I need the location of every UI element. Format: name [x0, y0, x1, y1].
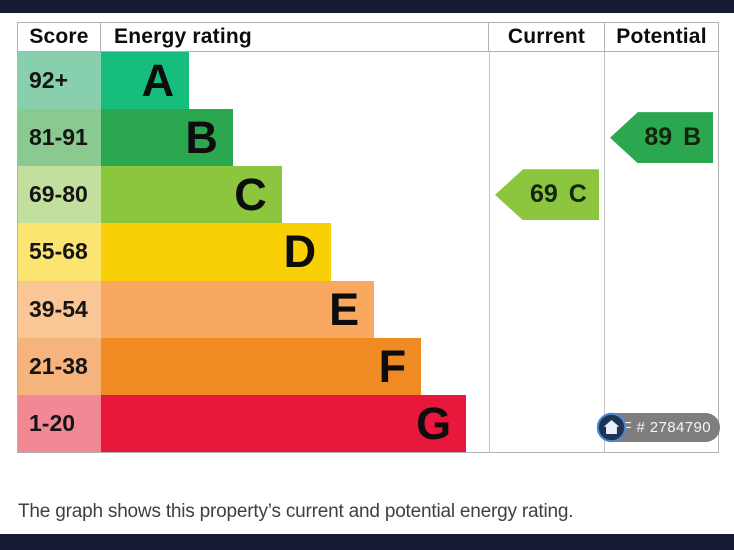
rating-letter: F: [378, 340, 407, 392]
score-cell: 92+: [18, 52, 101, 110]
score-cell: 1-20: [18, 394, 101, 452]
bar-area: E: [101, 280, 489, 338]
rating-bar: B: [101, 109, 233, 167]
potential-column: 89 B: [605, 52, 718, 452]
rating-bar: E: [101, 280, 375, 338]
score-label: 39-54: [29, 295, 88, 322]
bar-area: B: [101, 109, 489, 167]
current-column: 69 C: [489, 52, 605, 452]
rating-letter: E: [329, 283, 360, 335]
score-label: 55-68: [29, 238, 88, 265]
ref-number: REF # 2784790: [600, 419, 711, 436]
bar-area: F: [101, 337, 489, 395]
score-cell: 55-68: [18, 223, 101, 281]
rating-letter: D: [283, 226, 317, 278]
header-current: Current: [489, 23, 605, 51]
potential-rating-letter: B: [683, 123, 702, 152]
chart-caption: The graph shows this property’s current …: [18, 501, 574, 522]
bottom-border-band: [0, 534, 734, 550]
rating-letter: G: [416, 397, 452, 449]
current-rating-letter: C: [568, 180, 587, 209]
table-body: 92+ A 81-91 B 69-80 C 55-68: [18, 52, 718, 452]
rating-letter: A: [141, 55, 175, 107]
rating-row: 81-91 B: [18, 109, 489, 167]
top-border-band: [0, 0, 734, 13]
potential-rating-arrow: 89 B: [610, 112, 713, 164]
current-score-value: 69: [529, 180, 558, 209]
rating-rows: 92+ A 81-91 B 69-80 C 55-68: [18, 52, 489, 452]
rating-bar: A: [101, 52, 190, 110]
rating-bar: C: [101, 166, 282, 224]
rating-row: 21-38 F: [18, 337, 489, 395]
score-label: 1-20: [29, 409, 76, 436]
rating-letter: C: [234, 169, 267, 221]
bar-area: D: [101, 223, 489, 281]
bar-area: G: [101, 394, 489, 452]
rating-bar: F: [101, 337, 422, 395]
score-label: 92+: [29, 67, 69, 94]
score-label: 81-91: [29, 124, 88, 151]
epc-table: Score Energy rating Current Potential 92…: [17, 22, 719, 453]
rating-letter: B: [185, 112, 218, 164]
ref-watermark-badge: REF # 2784790: [596, 412, 720, 443]
bar-area: A: [101, 52, 489, 110]
potential-score-value: 89: [644, 123, 673, 152]
header-potential: Potential: [616, 25, 707, 48]
rating-bar: G: [101, 394, 467, 452]
rating-row: 92+ A: [18, 52, 489, 110]
score-cell: 21-38: [18, 337, 101, 395]
score-cell: 81-91: [18, 109, 101, 167]
rating-row: 1-20 G: [18, 394, 489, 452]
bar-area: C: [101, 166, 489, 224]
rating-row: 69-80 C: [18, 166, 489, 224]
score-cell: 69-80: [18, 166, 101, 224]
rating-bar: D: [101, 223, 332, 281]
current-rating-arrow: 69 C: [495, 169, 599, 221]
table-header-row: Score Energy rating Current Potential: [18, 23, 718, 52]
header-score: Score: [18, 23, 101, 51]
score-cell: 39-54: [18, 280, 101, 338]
score-label: 21-38: [29, 352, 88, 379]
rating-row: 55-68 D: [18, 223, 489, 281]
header-energy-rating: Energy rating: [101, 23, 489, 51]
house-icon: [596, 412, 627, 443]
score-label: 69-80: [29, 181, 88, 208]
rating-row: 39-54 E: [18, 280, 489, 338]
